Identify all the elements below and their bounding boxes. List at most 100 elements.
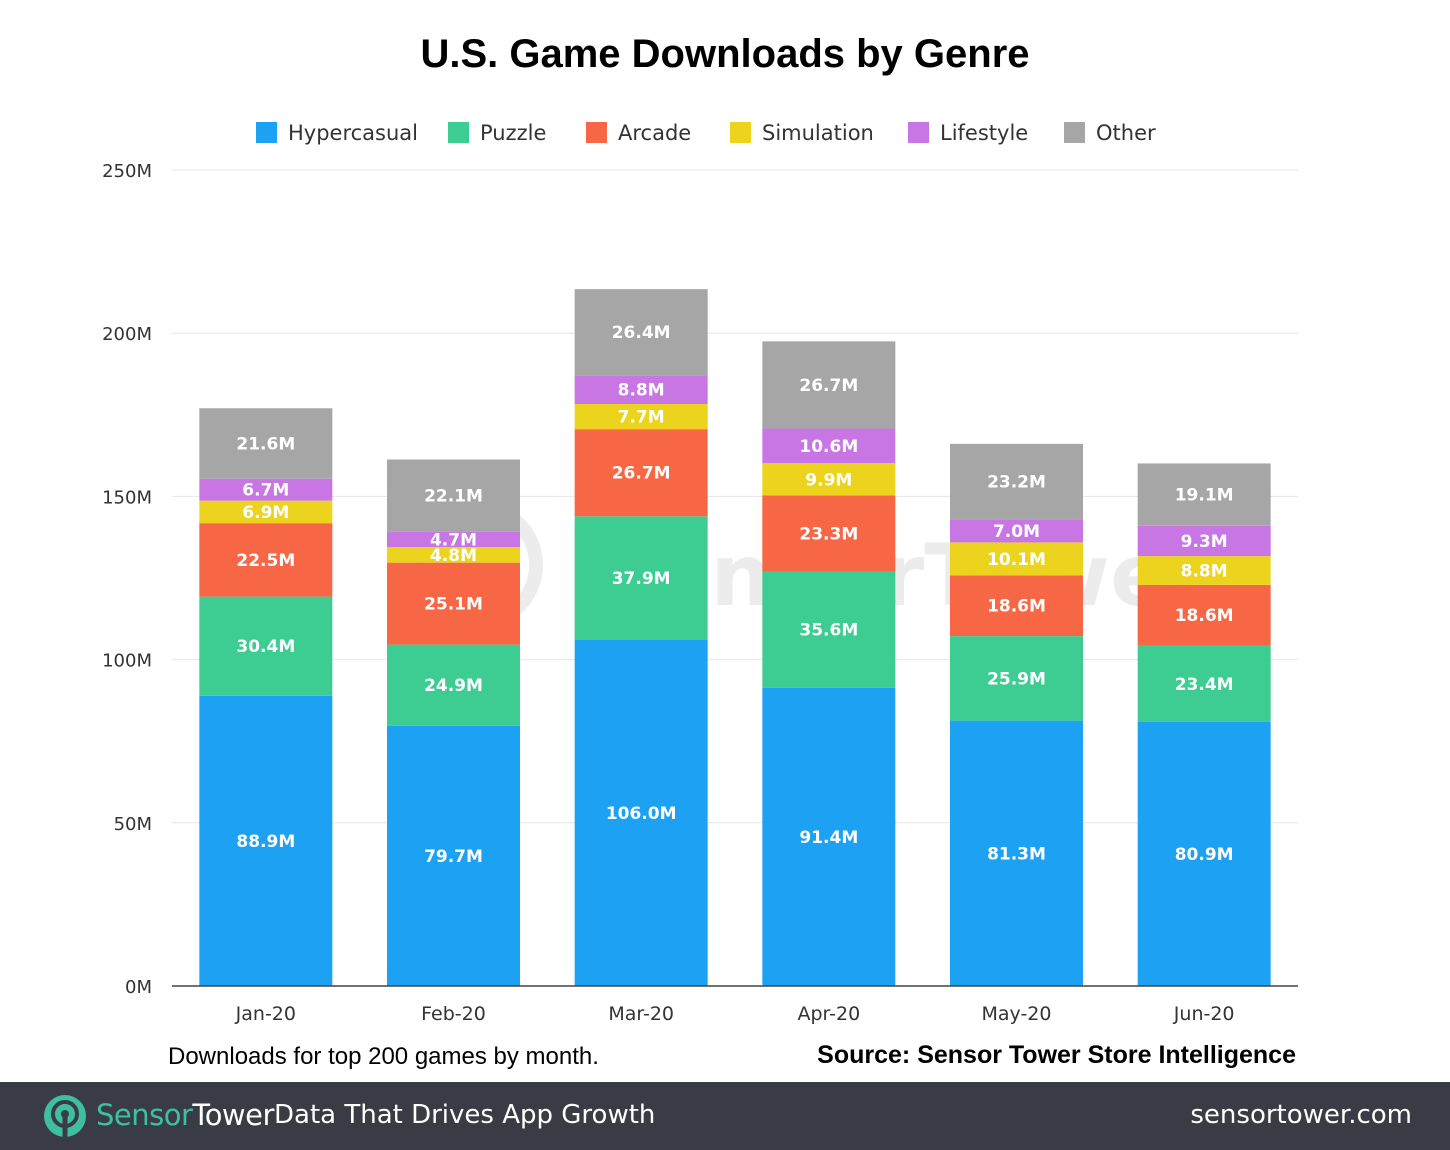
data-label: 26.7M xyxy=(612,464,671,484)
bar-segment-hypercasual xyxy=(1137,721,1271,986)
y-tick-label: 250M xyxy=(102,161,152,182)
brand-name-part2: Tower xyxy=(192,1098,274,1132)
footer-tagline: Data That Drives App Growth xyxy=(274,1100,656,1130)
bar-segment-puzzle xyxy=(574,516,708,641)
footer-bar: SensorTower Data That Drives App Growth … xyxy=(0,1082,1450,1150)
bar-segment-hypercasual xyxy=(950,720,1083,986)
bar-segment-lifestyle xyxy=(199,478,333,501)
data-label: 8.8M xyxy=(1181,561,1228,581)
bar-segment-simulation xyxy=(199,500,333,524)
data-label: 4.7M xyxy=(430,530,477,550)
y-tick-label: 50M xyxy=(114,814,152,835)
bar-segment-arcade xyxy=(387,562,520,645)
data-label: 30.4M xyxy=(236,637,295,657)
bar-segment-arcade xyxy=(574,429,708,517)
stacked-bar-chart: SensorTower0M50M100M150M200M250M88.9M30.… xyxy=(102,121,1298,1025)
data-label: 106.0M xyxy=(606,804,677,824)
data-label: 37.9M xyxy=(612,569,671,589)
data-label: 18.6M xyxy=(1175,606,1234,626)
bar-segment-puzzle xyxy=(1137,645,1271,722)
data-label: 9.9M xyxy=(805,470,852,490)
data-label: 6.9M xyxy=(242,503,289,523)
legend-swatch-simulation xyxy=(730,122,751,143)
y-tick-label: 200M xyxy=(102,324,152,345)
y-tick-label: 0M xyxy=(125,977,152,998)
data-label: 80.9M xyxy=(1175,845,1234,865)
bar-segment-lifestyle xyxy=(387,531,520,547)
x-tick-label: May-20 xyxy=(982,1003,1052,1025)
data-label: 91.4M xyxy=(799,828,858,848)
legend-label-arcade: Arcade xyxy=(618,121,691,145)
data-label: 4.8M xyxy=(430,546,477,566)
y-tick-label: 100M xyxy=(102,651,152,672)
x-tick-label: Jan-20 xyxy=(235,1003,296,1025)
data-label: 6.7M xyxy=(242,481,289,501)
legend-label-other: Other xyxy=(1096,121,1156,145)
bar-segment-hypercasual xyxy=(762,687,896,986)
bar-segment-other xyxy=(387,459,520,532)
legend-swatch-hypercasual xyxy=(256,122,277,143)
bar-segment-lifestyle xyxy=(574,375,708,405)
bar-segment-simulation xyxy=(387,546,520,563)
chart-note: Downloads for top 200 games by month. xyxy=(168,1043,599,1070)
data-label: 79.7M xyxy=(424,847,483,867)
bar-segment-arcade xyxy=(950,575,1083,637)
source-credit: Source: Sensor Tower Store Intelligence xyxy=(817,1041,1296,1069)
x-tick-label: Jun-20 xyxy=(1173,1003,1235,1025)
bar-segment-puzzle xyxy=(950,636,1083,721)
x-tick-label: Feb-20 xyxy=(421,1003,486,1025)
data-label: 8.8M xyxy=(618,381,665,401)
sensortower-logo-icon[interactable] xyxy=(42,1093,88,1139)
bar-segment-puzzle xyxy=(762,571,896,688)
data-label: 18.6M xyxy=(987,597,1046,617)
data-label: 10.1M xyxy=(987,550,1046,570)
bar-segment-simulation xyxy=(762,463,896,496)
legend-label-lifestyle: Lifestyle xyxy=(940,121,1028,145)
legend-label-hypercasual: Hypercasual xyxy=(288,121,418,145)
legend-swatch-puzzle xyxy=(448,122,469,143)
legend-label-simulation: Simulation xyxy=(762,121,874,145)
data-label: 35.6M xyxy=(799,621,858,641)
chart-title: U.S. Game Downloads by Genre xyxy=(420,32,1030,76)
data-label: 25.9M xyxy=(987,669,1046,689)
bar-segment-arcade xyxy=(199,523,333,597)
footer-website[interactable]: sensortower.com xyxy=(1190,1100,1412,1130)
data-label: 25.1M xyxy=(424,595,483,615)
data-label: 23.4M xyxy=(1175,675,1234,695)
bar-segment-puzzle xyxy=(387,644,520,726)
bar-segment-lifestyle xyxy=(762,428,896,464)
x-tick-label: Mar-20 xyxy=(608,1003,674,1025)
bar-segment-simulation xyxy=(574,404,708,430)
brand-name-part1: Sensor xyxy=(96,1098,193,1132)
legend-swatch-other xyxy=(1064,122,1085,143)
data-label: 7.0M xyxy=(993,522,1040,542)
bar-segment-other xyxy=(950,443,1083,520)
legend-swatch-lifestyle xyxy=(908,122,929,143)
data-label: 21.6M xyxy=(236,435,295,455)
data-label: 22.5M xyxy=(236,551,295,571)
brand-name[interactable]: SensorTower xyxy=(96,1098,274,1132)
bar-segment-hypercasual xyxy=(574,640,708,986)
legend-swatch-arcade xyxy=(586,122,607,143)
data-label: 19.1M xyxy=(1175,486,1234,506)
bar-segment-hypercasual xyxy=(387,725,520,986)
data-label: 7.7M xyxy=(618,408,665,428)
bar-segment-simulation xyxy=(1137,556,1271,585)
data-label: 9.3M xyxy=(1181,532,1228,552)
bar-segment-simulation xyxy=(950,542,1083,576)
data-label: 23.3M xyxy=(799,524,858,544)
bar-segment-puzzle xyxy=(199,596,333,696)
y-tick-label: 150M xyxy=(102,487,152,508)
bar-segment-arcade xyxy=(1137,584,1271,646)
data-label: 24.9M xyxy=(424,676,483,696)
data-label: 23.2M xyxy=(987,473,1046,493)
bar-segment-other xyxy=(574,289,708,376)
data-label: 81.3M xyxy=(987,844,1046,864)
bar-segment-other xyxy=(762,341,896,429)
bar-segment-other xyxy=(1137,463,1271,526)
legend-label-puzzle: Puzzle xyxy=(480,121,546,145)
data-label: 10.6M xyxy=(799,437,858,457)
bar-segment-other xyxy=(199,408,333,479)
data-label: 88.9M xyxy=(236,832,295,852)
x-tick-label: Apr-20 xyxy=(797,1003,860,1025)
